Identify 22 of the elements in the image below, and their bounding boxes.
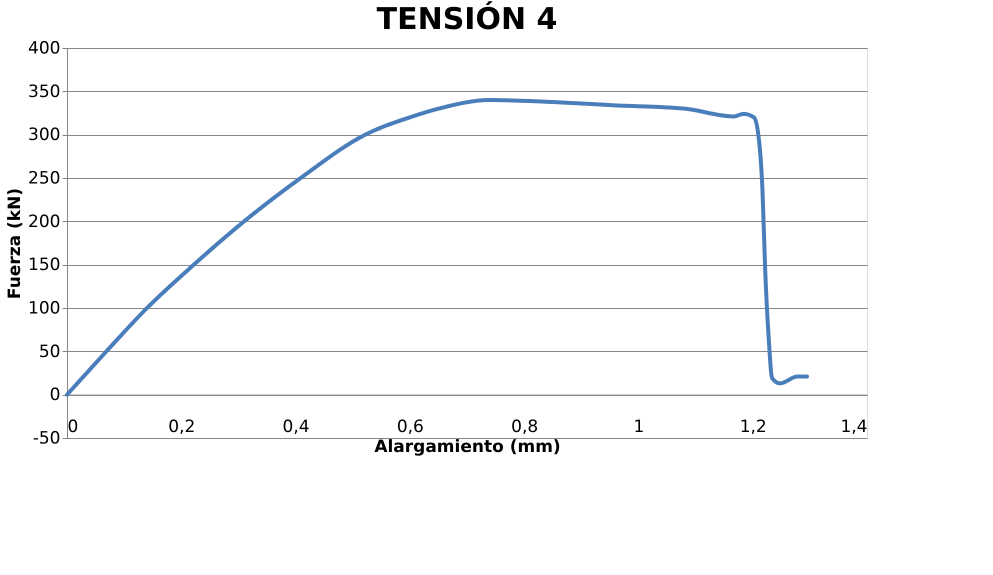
x-tick-label: 0,4 [282, 417, 310, 438]
y-axis-title: Fuerza (kN) [5, 188, 26, 300]
x-tick-label: 0,2 [168, 417, 196, 438]
y-tick-label: 400 [28, 38, 60, 58]
y-tick-label: 350 [28, 82, 60, 102]
x-tick-label: 0,6 [396, 417, 424, 438]
x-tick-label: 0 [68, 417, 78, 438]
line-series [65, 98, 809, 397]
y-tick-label: 100 [28, 298, 60, 318]
y-tick-label: 0 [50, 385, 60, 406]
y-tick-label: -50 [32, 428, 60, 448]
chart-title: TENSIÓN 4 [376, 1, 558, 37]
y-tick-label: 50 [38, 342, 60, 362]
x-tick-label: 0,8 [511, 417, 538, 438]
x-axis-title: Alargamiento (mm) [374, 437, 561, 458]
x-tick-label: 1,2 [740, 417, 767, 438]
x-tick-label: 1,4 [840, 417, 868, 438]
x-tick-label: 1 [634, 417, 644, 438]
y-tick-label: 300 [28, 125, 60, 146]
y-tick-label: 200 [28, 212, 60, 232]
y-tick-label: 250 [28, 168, 60, 188]
y-tick-label: 150 [28, 255, 60, 276]
